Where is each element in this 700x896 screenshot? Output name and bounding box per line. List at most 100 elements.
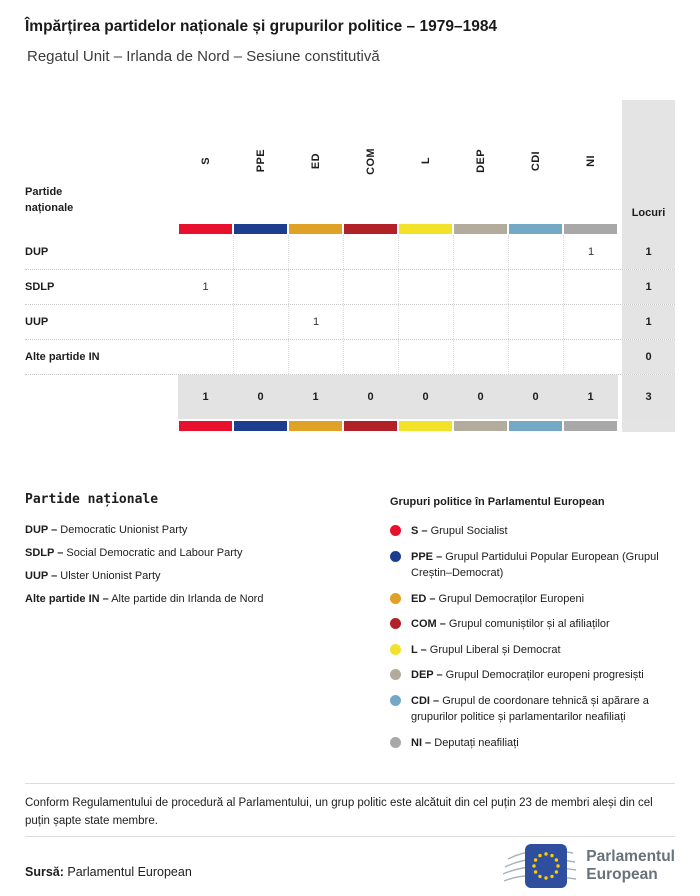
total-cell: 0 (508, 375, 563, 419)
group-color-bar (234, 224, 287, 234)
footer-bar: Sursă: Parlamentul European (25, 836, 675, 896)
party-legend-item: UUP – Ulster Unionist Party (25, 570, 161, 582)
eu-flag-icon (525, 844, 568, 888)
value-cell (343, 270, 398, 304)
table-row: DUP 1 1 (25, 235, 675, 270)
logo-wordmark: Parlamentul European (586, 848, 675, 883)
source-label: Sursă: (25, 865, 64, 879)
group-color-bar (234, 421, 287, 431)
value-cell (453, 305, 508, 339)
value-cell (178, 305, 233, 339)
value-cell (343, 340, 398, 374)
page-title: Împărțirea partidelor naționale și grupu… (25, 18, 498, 35)
value-cell (453, 340, 508, 374)
total-cell: 1 (178, 375, 233, 419)
seats-cell: 1 (622, 270, 675, 304)
column-header: PPE (254, 149, 267, 173)
value-cell (233, 305, 288, 339)
column-header: DEP (474, 149, 487, 173)
value-cell (398, 235, 453, 269)
column-header: COM (364, 147, 377, 175)
party-legend-item: SDLP – Social Democratic and Labour Part… (25, 547, 243, 559)
group-legend-item: S – Grupul Socialist (390, 523, 690, 540)
value-cell: 1 (563, 235, 618, 269)
table-row: Alte partide IN 0 (25, 340, 675, 375)
party-legend-item: DUP – Democratic Unionist Party (25, 524, 188, 536)
row-header: Partide naționale (25, 100, 178, 222)
value-cell (453, 270, 508, 304)
totals-row: 1 0 1 0 0 0 0 1 3 (25, 375, 675, 419)
group-legend: Grupuri politice în Parlamentul European… (390, 496, 690, 760)
group-color-dot (390, 736, 401, 748)
column-header: NI (584, 155, 597, 167)
value-cell (398, 340, 453, 374)
party-legend-item: Alte partide IN – Alte partide din Irlan… (25, 593, 264, 605)
group-legend-item: NI – Deputați neafiliați (390, 735, 690, 752)
group-color-bar (454, 224, 507, 234)
value-cell (343, 235, 398, 269)
ep-logo: Parlamentul European (503, 841, 675, 891)
value-cell (233, 340, 288, 374)
seats-column-header: Locuri (622, 100, 675, 222)
value-cell (563, 270, 618, 304)
column-header: S (199, 157, 212, 165)
group-legend-item: COM – Grupul comuniștilor și al afiliați… (390, 616, 690, 633)
group-color-bar (564, 421, 617, 431)
seats-cell: 0 (622, 340, 675, 374)
value-cell (288, 340, 343, 374)
value-cell (233, 270, 288, 304)
value-cell (508, 340, 563, 374)
total-cell: 1 (563, 375, 618, 419)
group-legend-heading: Grupuri politice în Parlamentul European (390, 496, 605, 508)
group-color-dot (390, 592, 401, 604)
row-header-label: Partide naționale (25, 186, 74, 214)
value-cell (508, 235, 563, 269)
column-header: ED (309, 152, 322, 170)
value-cell (233, 235, 288, 269)
group-legend-item: CDI – Grupul de coordonare tehnică și ap… (390, 693, 690, 726)
value-cell (398, 305, 453, 339)
column-header: L (419, 157, 432, 165)
party-label: Alte partide IN (25, 351, 100, 363)
party-label: SDLP (25, 281, 55, 293)
value-cell (288, 270, 343, 304)
group-legend-item: ED – Grupul Democraților Europeni (390, 591, 690, 608)
group-color-bar (509, 421, 562, 431)
group-color-bar (564, 224, 617, 234)
group-color-bar (289, 224, 342, 234)
source-text: Parlamentul European (67, 865, 192, 879)
total-cell: 0 (453, 375, 508, 419)
total-seats-cell: 3 (622, 375, 675, 419)
value-cell (398, 270, 453, 304)
ep-logo-graphic (503, 844, 577, 888)
total-cell: 0 (233, 375, 288, 419)
group-legend-item: DEP – Grupul Democraților europeni progr… (390, 667, 690, 684)
value-cell (508, 305, 563, 339)
color-bar-row-bottom (25, 419, 675, 432)
table-row: SDLP 1 1 (25, 270, 675, 305)
value-cell (563, 305, 618, 339)
group-color-bar (454, 421, 507, 431)
column-header: CDI (529, 150, 542, 172)
seats-table: Partide naționale S PPE ED COM L DEP CDI… (25, 100, 675, 432)
value-cell (178, 235, 233, 269)
group-color-bar (509, 224, 562, 234)
table-header-row: Partide naționale S PPE ED COM L DEP CDI… (25, 100, 675, 222)
value-cell (288, 235, 343, 269)
value-cell: 1 (202, 281, 209, 293)
group-color-dot (390, 525, 401, 536)
group-color-dot (390, 669, 401, 680)
value-cell (178, 340, 233, 374)
group-legend-item: L – Grupul Liberal și Democrat (390, 642, 690, 659)
group-color-bar (399, 224, 452, 234)
value-cell (343, 305, 398, 339)
table-row: UUP 1 1 (25, 305, 675, 340)
group-color-dot (390, 550, 401, 562)
group-color-dot (390, 643, 401, 655)
total-cell: 1 (288, 375, 343, 419)
seats-total-extension (622, 419, 675, 432)
page-subtitle: Regatul Unit – Irlanda de Nord – Sesiune… (27, 48, 380, 65)
value-cell (453, 235, 508, 269)
group-color-bar (399, 421, 452, 431)
